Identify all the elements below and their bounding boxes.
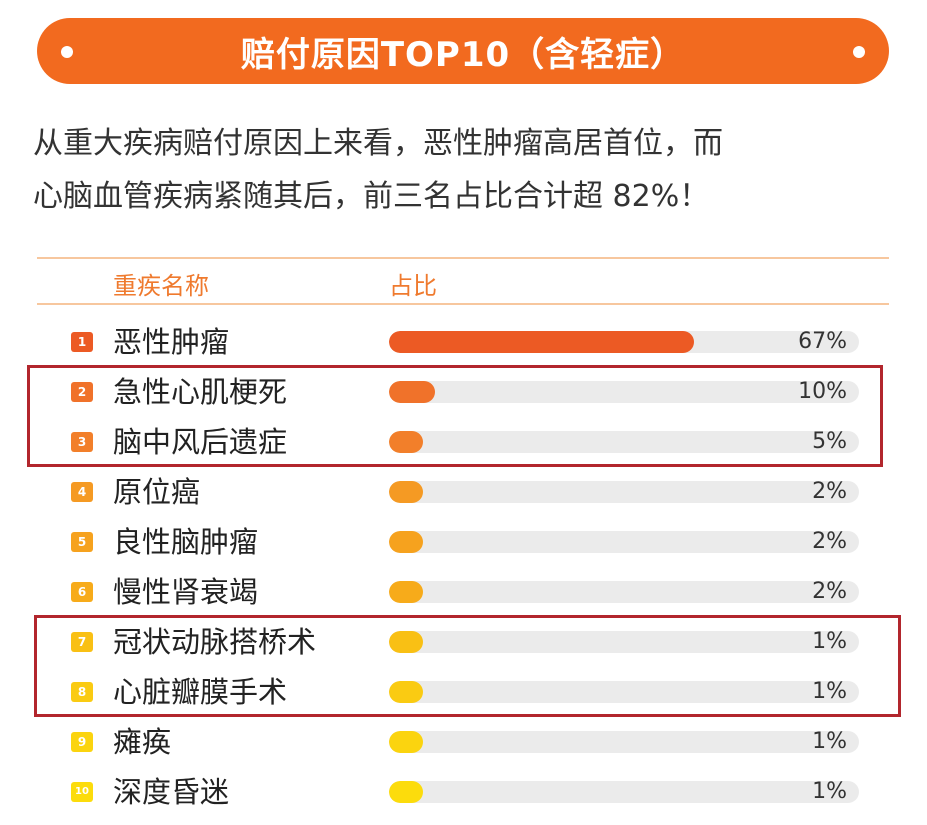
- bar-track-10: [389, 781, 859, 803]
- highlight-box-2: [34, 615, 901, 717]
- bar-track-7: [389, 631, 859, 653]
- rank-badge-2: 2: [71, 382, 93, 402]
- rank-badge-3: 3: [71, 432, 93, 452]
- bar-track-5: [389, 531, 859, 553]
- value-label-2: 10%: [798, 379, 847, 404]
- intro-line-2: 心脑血管疾病紧随其后，前三名占比合计超 82%！: [33, 179, 710, 214]
- disease-label-10: 深度昏迷: [113, 775, 230, 809]
- disease-label-5: 良性脑肿瘤: [113, 525, 259, 559]
- chart-title: 赔付原因TOP10（含轻症）: [240, 34, 686, 75]
- ranking-row-2: 2 急性心肌梗死 10%: [0, 368, 927, 418]
- bar-fill-4: [389, 481, 423, 503]
- bar-fill-9: [389, 731, 423, 753]
- bar-track-6: [389, 581, 859, 603]
- bar-track-2: [389, 381, 859, 403]
- bar-fill-7: [389, 631, 423, 653]
- bar-track-8: [389, 681, 859, 703]
- highlight-box-1: [27, 365, 883, 467]
- rank-badge-7: 7: [71, 632, 93, 652]
- ranking-row-10: 10 深度昏迷 1%: [0, 768, 927, 818]
- value-label-5: 2%: [812, 529, 847, 554]
- rank-badge-9: 9: [71, 732, 93, 752]
- bar-fill-8: [389, 681, 423, 703]
- ranking-row-7: 7 冠状动脉搭桥术 1%: [0, 618, 927, 668]
- banner-dot-right: [853, 46, 865, 58]
- column-header-name: 重疾名称: [113, 272, 209, 300]
- value-label-8: 1%: [812, 679, 847, 704]
- disease-label-8: 心脏瓣膜手术: [113, 675, 288, 709]
- rank-badge-8: 8: [71, 682, 93, 702]
- bar-fill-2: [389, 381, 435, 403]
- rank-badge-4: 4: [71, 482, 93, 502]
- value-label-3: 5%: [812, 429, 847, 454]
- bar-fill-1: [389, 331, 694, 353]
- ranking-row-5: 5 良性脑肿瘤 2%: [0, 518, 927, 568]
- value-label-4: 2%: [812, 479, 847, 504]
- bar-track-1: [389, 331, 859, 353]
- bar-track-3: [389, 431, 859, 453]
- rank-badge-6: 6: [71, 582, 93, 602]
- ranking-row-6: 6 慢性肾衰竭 2%: [0, 568, 927, 618]
- ranking-row-4: 4 原位癌 2%: [0, 468, 927, 518]
- value-label-7: 1%: [812, 629, 847, 654]
- disease-label-1: 恶性肿瘤: [113, 325, 230, 359]
- disease-label-7: 冠状动脉搭桥术: [113, 625, 317, 659]
- rank-badge-5: 5: [71, 532, 93, 552]
- rank-badge-10: 10: [71, 782, 93, 802]
- column-header-share: 占比: [389, 272, 437, 300]
- intro-text: 从重大疾病赔付原因上来看，恶性肿瘤高居首位，而 心脑血管疾病紧随其后，前三名占比…: [33, 117, 893, 223]
- bar-fill-10: [389, 781, 423, 803]
- disease-label-4: 原位癌: [113, 475, 201, 509]
- value-label-10: 1%: [812, 779, 847, 804]
- value-label-9: 1%: [812, 729, 847, 754]
- bar-track-9: [389, 731, 859, 753]
- intro-line-1: 从重大疾病赔付原因上来看，恶性肿瘤高居首位，而: [33, 126, 723, 161]
- ranking-row-9: 9 瘫痪 1%: [0, 718, 927, 768]
- bar-fill-5: [389, 531, 423, 553]
- header-top-divider: [37, 257, 889, 259]
- banner-dot-left: [61, 46, 73, 58]
- bar-fill-6: [389, 581, 423, 603]
- disease-label-2: 急性心肌梗死: [113, 375, 288, 409]
- bar-fill-3: [389, 431, 423, 453]
- disease-label-9: 瘫痪: [113, 725, 172, 759]
- ranking-row-8: 8 心脏瓣膜手术 1%: [0, 668, 927, 718]
- ranking-row-3: 3 脑中风后遗症 5%: [0, 418, 927, 468]
- rank-badge-1: 1: [71, 332, 93, 352]
- value-label-6: 2%: [812, 579, 847, 604]
- value-label-1: 67%: [798, 329, 847, 354]
- disease-label-6: 慢性肾衰竭: [113, 575, 259, 609]
- ranking-row-1: 1 恶性肿瘤 67%: [0, 318, 927, 368]
- bar-track-4: [389, 481, 859, 503]
- title-banner: 赔付原因TOP10（含轻症）: [37, 18, 889, 84]
- disease-label-3: 脑中风后遗症: [113, 425, 288, 459]
- header-bottom-divider: [37, 303, 889, 305]
